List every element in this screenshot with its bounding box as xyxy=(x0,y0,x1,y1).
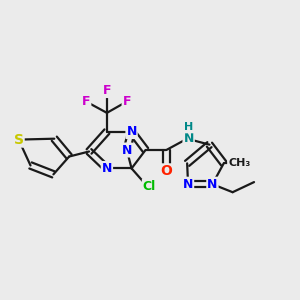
Text: N: N xyxy=(207,178,218,191)
Text: CH₃: CH₃ xyxy=(228,158,250,168)
Text: N: N xyxy=(126,125,137,138)
Text: F: F xyxy=(123,95,131,108)
Text: S: S xyxy=(14,133,24,147)
Text: H: H xyxy=(184,122,193,132)
Text: N: N xyxy=(102,162,112,175)
Text: F: F xyxy=(103,84,111,97)
Text: N: N xyxy=(122,143,132,157)
Text: Cl: Cl xyxy=(143,180,156,193)
Text: O: O xyxy=(160,164,172,178)
Text: N: N xyxy=(184,132,194,145)
Text: F: F xyxy=(82,95,90,108)
Text: N: N xyxy=(183,178,193,191)
